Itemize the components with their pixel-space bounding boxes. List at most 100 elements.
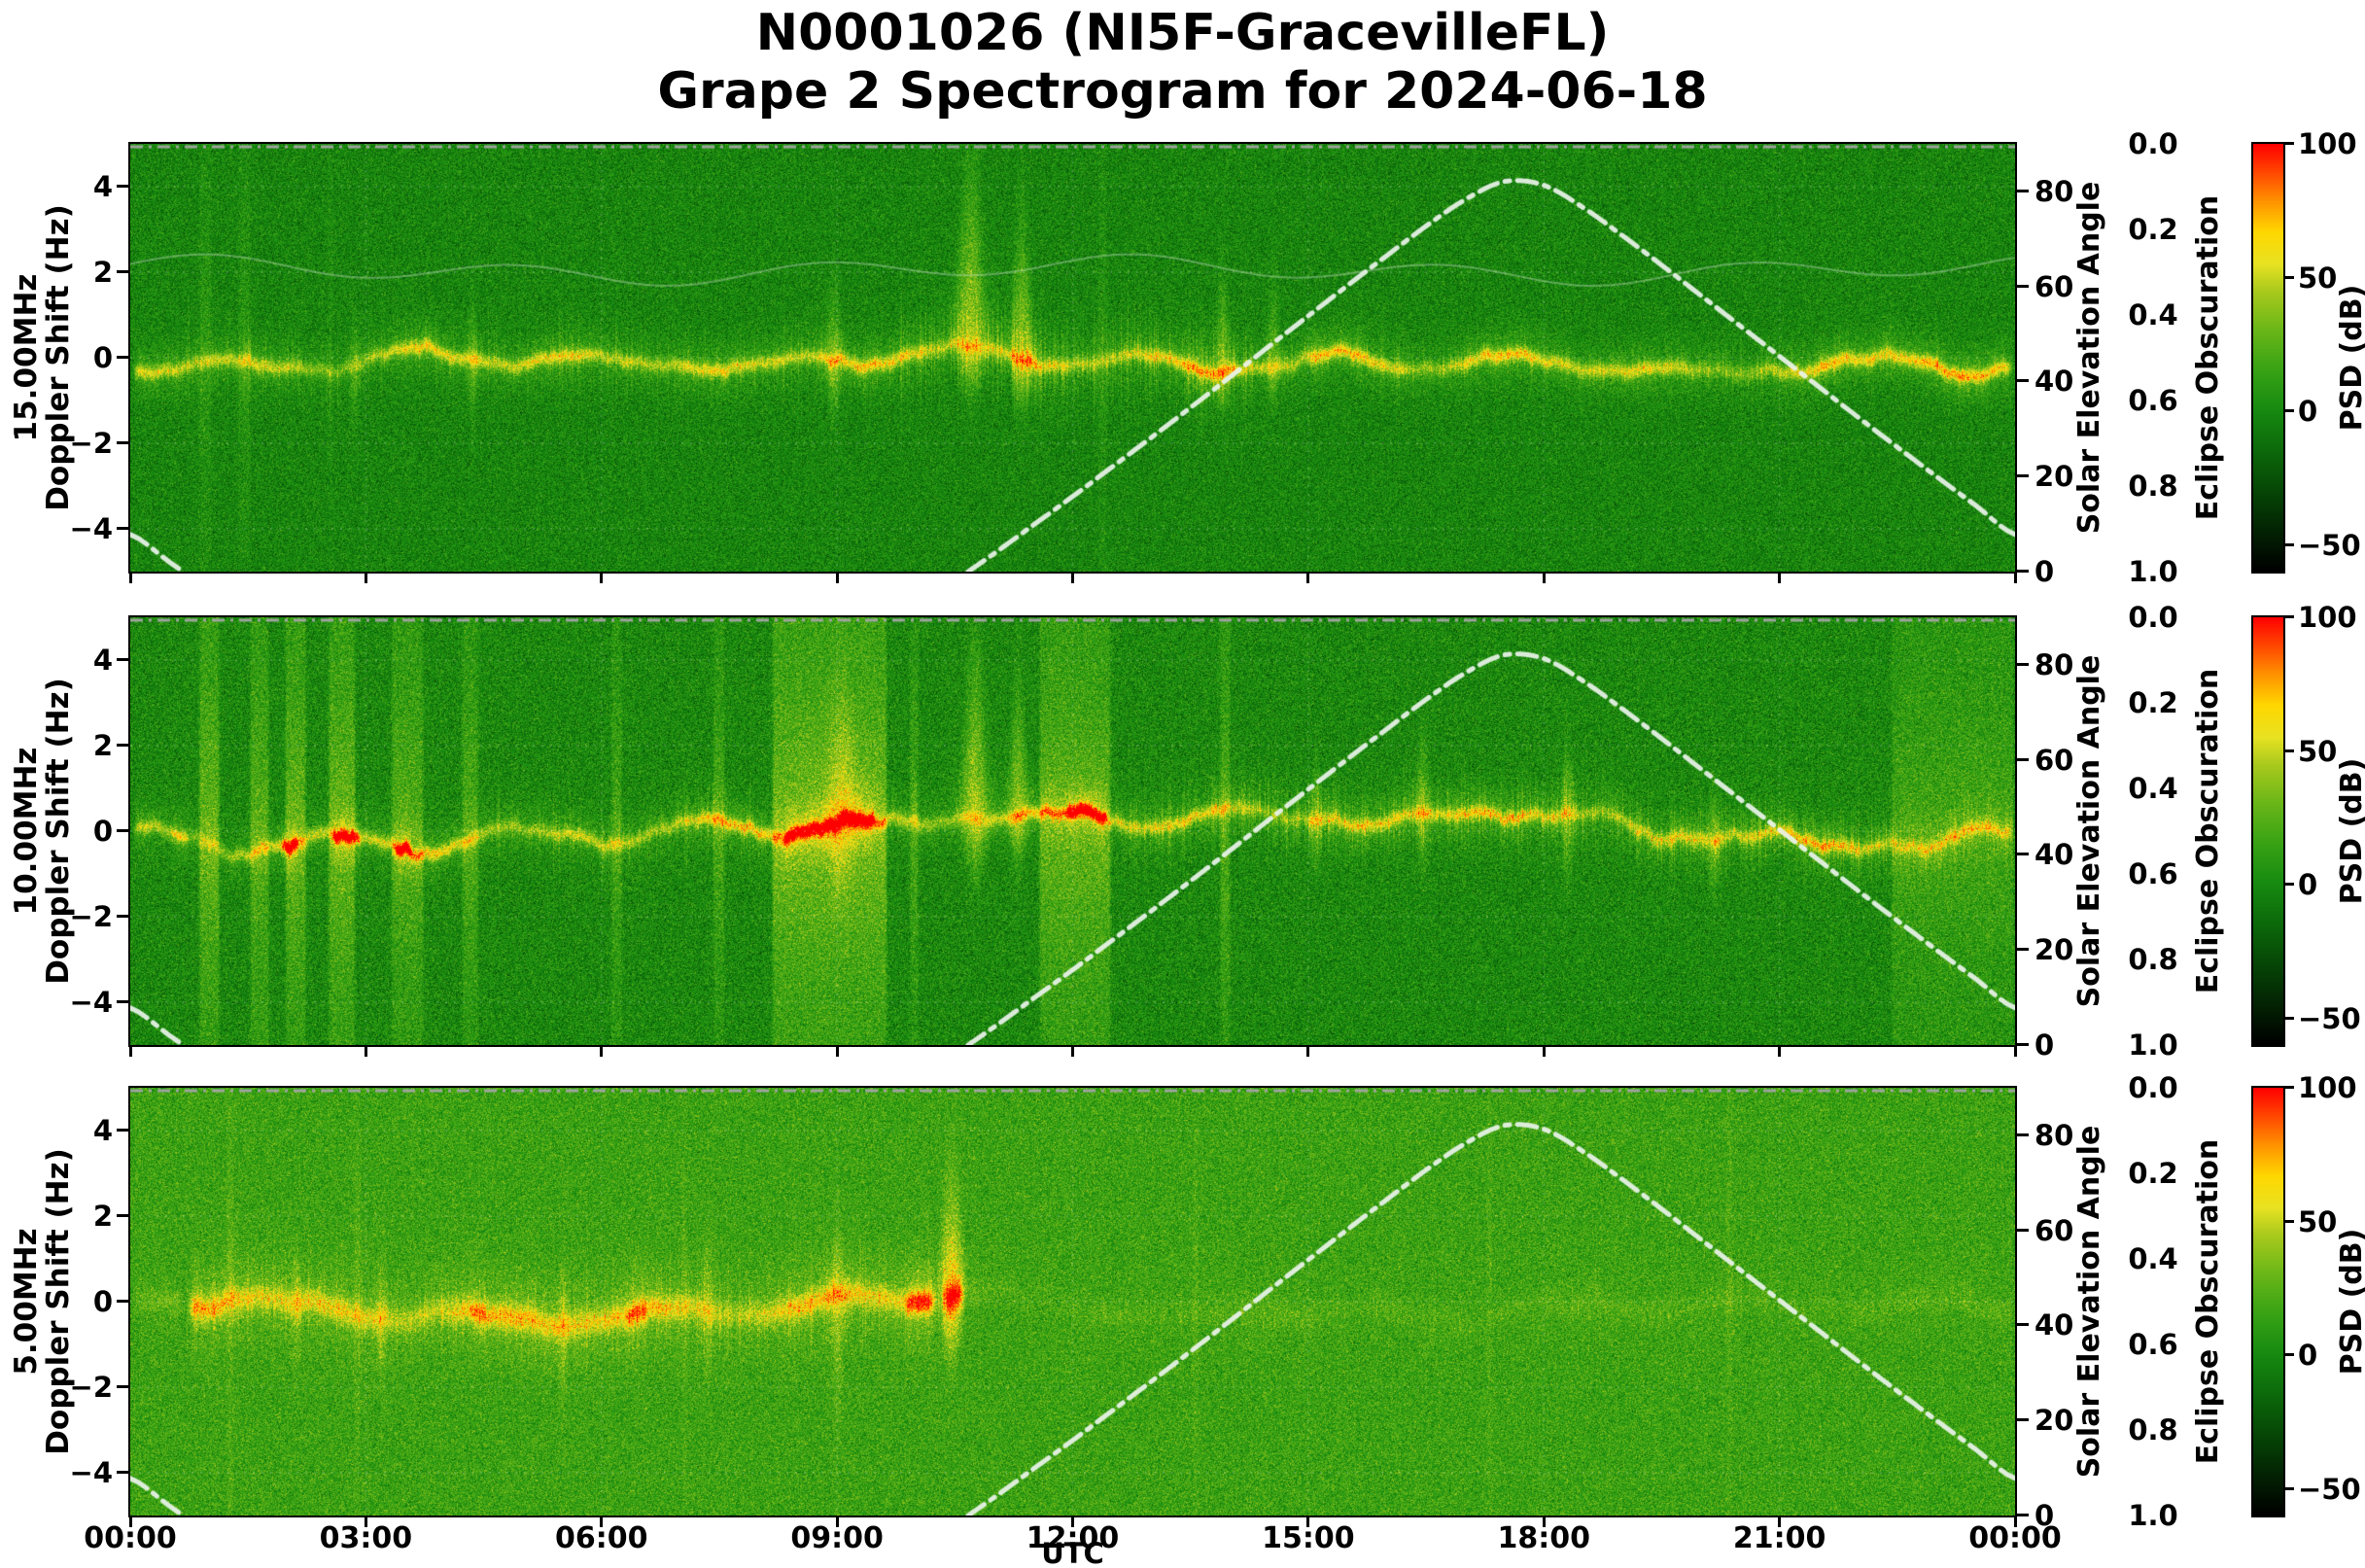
- y-tick-label: 0: [92, 1285, 113, 1318]
- y-tick: [117, 1471, 128, 1474]
- x-tick: [2013, 574, 2017, 583]
- x-axis-label: UTC: [1041, 1537, 1104, 1568]
- y-tick: [117, 527, 128, 530]
- eclipse-tick-label: 0.2: [2128, 686, 2178, 719]
- colorbar-tick: [2285, 883, 2294, 886]
- spectrogram-plot-3: [128, 1086, 2017, 1517]
- eclipse-tick-label: 0.0: [2128, 1071, 2178, 1104]
- x-tick: [835, 1047, 839, 1057]
- solar-tick-label: 0: [2035, 1028, 2055, 1062]
- solar-tick: [2017, 474, 2029, 478]
- x-tick: [1306, 574, 1310, 583]
- solar-tick: [2017, 379, 2029, 383]
- x-tick-label: 06:00: [555, 1521, 648, 1555]
- x-tick: [128, 1517, 132, 1527]
- x-tick: [1071, 1517, 1074, 1527]
- y-tick-label: 2: [92, 256, 113, 289]
- colorbar-tick-label: 50: [2298, 734, 2338, 768]
- colorbar-canvas: [2253, 1088, 2283, 1516]
- colorbar-canvas: [2253, 617, 2283, 1045]
- y-tick: [117, 1300, 128, 1303]
- colorbar-tick-label: −50: [2298, 528, 2361, 562]
- y-tick-label: 4: [92, 644, 113, 677]
- x-tick-label: 12:00: [1026, 1521, 1120, 1555]
- x-tick: [835, 1517, 839, 1527]
- colorbar-tick: [2285, 1486, 2294, 1490]
- eclipse-tick-label: 0.6: [2128, 1328, 2178, 1361]
- x-tick: [835, 574, 839, 583]
- spectrogram-canvas-1: [130, 144, 2015, 572]
- freq-label: 5.00MHz: [9, 1228, 44, 1376]
- y-tick-label: −2: [69, 1371, 113, 1404]
- colorbar-2: [2251, 615, 2285, 1047]
- y-tick: [117, 1214, 128, 1217]
- solar-tick: [2017, 948, 2029, 952]
- solar-tick-label: 60: [2035, 1213, 2074, 1247]
- x-tick-label: 18:00: [1497, 1521, 1591, 1555]
- eclipse-tick-label: 0.6: [2128, 384, 2178, 417]
- colorbar-1: [2251, 142, 2285, 574]
- y-tick: [117, 1000, 128, 1003]
- x-tick: [364, 574, 367, 583]
- colorbar-tick-label: 100: [2298, 601, 2357, 634]
- colorbar-tick: [2285, 1353, 2294, 1356]
- y-tick-label: 0: [92, 815, 113, 848]
- colorbar-tick-label: 100: [2298, 127, 2357, 160]
- solar-tick: [2017, 853, 2029, 856]
- y-tick-label: −4: [69, 512, 113, 545]
- colorbar-3: [2251, 1086, 2285, 1517]
- solar-tick-label: 80: [2035, 174, 2074, 208]
- eclipse-tick-label: 0.6: [2128, 857, 2178, 890]
- eclipse-tick-label: 1.0: [2128, 1499, 2178, 1532]
- x-tick: [1071, 1047, 1074, 1057]
- solar-tick-label: 40: [2035, 838, 2074, 872]
- eclipse-tick-label: 0.4: [2128, 298, 2178, 331]
- eclipse-tick-label: 0.4: [2128, 1242, 2178, 1275]
- x-tick: [600, 574, 604, 583]
- eclipse-tick-label: 0.2: [2128, 213, 2178, 246]
- y-tick: [117, 185, 128, 188]
- solar-axis-label: Solar Elevation Angle: [2072, 1125, 2106, 1479]
- eclipse-tick-label: 0.8: [2128, 1413, 2178, 1446]
- colorbar-tick: [2285, 749, 2294, 752]
- spectrogram-canvas-3: [130, 1088, 2015, 1516]
- solar-tick: [2017, 1132, 2029, 1136]
- x-tick-label: 00:00: [84, 1521, 177, 1555]
- y-tick-label: 4: [92, 170, 113, 203]
- x-tick-label: 15:00: [1262, 1521, 1355, 1555]
- eclipse-tick-label: 1.0: [2128, 1028, 2178, 1062]
- colorbar-tick: [2285, 1086, 2294, 1089]
- x-tick: [1778, 1047, 1782, 1057]
- solar-tick-label: 20: [2035, 1404, 2074, 1438]
- solar-tick-label: 40: [2035, 1308, 2074, 1342]
- y-tick-label: −2: [69, 427, 113, 460]
- y-tick: [117, 829, 128, 832]
- x-tick: [2013, 1047, 2017, 1057]
- colorbar-tick-label: 100: [2298, 1071, 2357, 1104]
- y-tick-label: −2: [69, 900, 113, 933]
- solar-tick: [2017, 662, 2029, 666]
- y-tick: [117, 915, 128, 918]
- x-tick: [600, 1047, 604, 1057]
- solar-tick-label: 80: [2035, 1118, 2074, 1152]
- title-line1: N0001026 (NI5F-GracevilleFL): [755, 4, 1610, 62]
- y-tick-label: −4: [69, 986, 113, 1019]
- solar-tick-label: 60: [2035, 743, 2074, 777]
- x-tick: [1542, 1047, 1546, 1057]
- y-tick: [117, 1129, 128, 1132]
- colorbar-tick: [2285, 142, 2294, 145]
- y-tick: [117, 1385, 128, 1388]
- x-tick: [1542, 574, 1546, 583]
- eclipse-tick-label: 0.0: [2128, 601, 2178, 634]
- x-tick: [1542, 1517, 1546, 1527]
- colorbar-tick-label: 50: [2298, 1204, 2338, 1238]
- psd-axis-label: PSD (dB): [2335, 1228, 2365, 1376]
- colorbar-tick-label: 0: [2298, 395, 2318, 428]
- y-tick-label: 2: [92, 1200, 113, 1233]
- solar-tick: [2017, 284, 2029, 288]
- y-tick-label: −4: [69, 1456, 113, 1489]
- x-tick-label: 21:00: [1732, 1521, 1826, 1555]
- spectrogram-canvas-2: [130, 617, 2015, 1045]
- title-line2: Grape 2 Spectrogram for 2024-06-18: [657, 62, 1708, 121]
